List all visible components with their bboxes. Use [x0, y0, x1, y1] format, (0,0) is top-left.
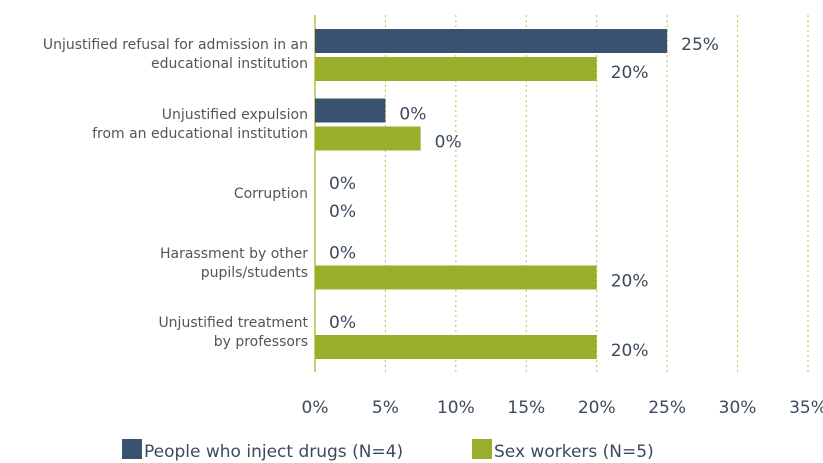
legend-swatch — [472, 439, 492, 459]
x-tick-label: 25% — [648, 398, 686, 418]
bar — [315, 98, 386, 123]
value-label: 0% — [399, 105, 426, 125]
category-label: Corruption — [233, 185, 308, 202]
value-label: 25% — [681, 35, 719, 55]
category-label: Unjustified refusal for admission in an … — [42, 37, 308, 72]
value-label: 0% — [329, 174, 356, 194]
legend-label: Sex workers (N=5) — [494, 442, 654, 462]
x-tick-label: 20% — [578, 398, 616, 418]
x-tick-label: 5% — [372, 398, 399, 418]
legend-label: People who inject drugs (N=4) — [144, 442, 403, 462]
bar — [315, 126, 421, 151]
x-tick-label: 30% — [719, 398, 757, 418]
value-label: 20% — [611, 341, 649, 361]
value-label: 20% — [611, 272, 649, 292]
value-label: 0% — [329, 202, 356, 222]
value-label: 0% — [435, 133, 462, 153]
bar — [315, 29, 668, 53]
x-tick-label: 10% — [437, 398, 475, 418]
value-label: 20% — [611, 63, 649, 83]
bar — [315, 335, 597, 359]
bar — [315, 57, 597, 81]
category-label: Unjustified treatment by professors — [158, 315, 308, 350]
category-label: Unjustified expulsion from an educationa… — [92, 106, 308, 142]
value-label: 0% — [329, 313, 356, 333]
legend-swatch — [122, 439, 142, 459]
category-label: Harassment by other pupils/students — [159, 245, 308, 281]
x-tick-label: 15% — [507, 398, 545, 418]
bar — [315, 265, 597, 290]
x-tick-label: 35% — [789, 398, 823, 418]
value-label: 0% — [329, 244, 356, 264]
x-tick-label: 0% — [302, 398, 329, 418]
